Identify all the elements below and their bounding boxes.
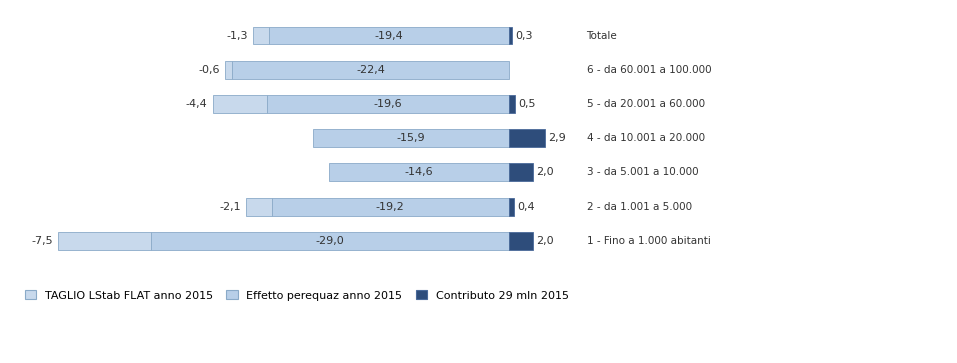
Bar [212,95,267,113]
Text: 2 - da 1.001 a 5.000: 2 - da 1.001 a 5.000 [587,201,692,212]
Text: 0,3: 0,3 [516,30,533,41]
Bar [246,198,272,216]
Text: -1,3: -1,3 [227,30,248,41]
Text: 0,5: 0,5 [518,99,536,109]
Text: 2,0: 2,0 [537,167,554,178]
Bar [254,26,269,44]
Text: 3 - da 5.001 a 10.000: 3 - da 5.001 a 10.000 [587,167,699,178]
Bar [509,163,533,181]
Text: -2,1: -2,1 [219,201,241,212]
Bar [509,129,545,147]
Text: -4,4: -4,4 [186,99,208,109]
Legend: TAGLIO LStab FLAT anno 2015, Effetto perequaz anno 2015, Contributo 29 mln 2015: TAGLIO LStab FLAT anno 2015, Effetto per… [20,286,573,305]
Text: -15,9: -15,9 [396,133,425,143]
Bar [313,129,509,147]
Text: -29,0: -29,0 [316,236,345,246]
Bar [225,61,233,79]
Text: 1 - Fino a 1.000 abitanti: 1 - Fino a 1.000 abitanti [587,236,710,246]
Text: Totale: Totale [587,30,617,41]
Bar [267,95,509,113]
Text: -0,6: -0,6 [198,65,220,75]
Bar [509,95,515,113]
Text: 2,0: 2,0 [537,236,554,246]
Text: 5 - da 20.001 a 60.000: 5 - da 20.001 a 60.000 [587,99,704,109]
Bar [509,232,533,250]
Bar [269,26,509,44]
Text: 6 - da 60.001 a 100.000: 6 - da 60.001 a 100.000 [587,65,711,75]
Bar [509,198,514,216]
Bar [272,198,509,216]
Bar [151,232,509,250]
Text: -14,6: -14,6 [405,167,433,178]
Text: -19,2: -19,2 [376,201,405,212]
Text: -22,4: -22,4 [356,65,385,75]
Bar [233,61,509,79]
Text: 4 - da 10.001 a 20.000: 4 - da 10.001 a 20.000 [587,133,704,143]
Text: -7,5: -7,5 [32,236,54,246]
Bar [509,26,513,44]
Bar [58,232,151,250]
Text: 2,9: 2,9 [547,133,566,143]
Text: -19,6: -19,6 [373,99,402,109]
Text: -19,4: -19,4 [375,30,404,41]
Text: 0,4: 0,4 [517,201,534,212]
Bar [328,163,509,181]
